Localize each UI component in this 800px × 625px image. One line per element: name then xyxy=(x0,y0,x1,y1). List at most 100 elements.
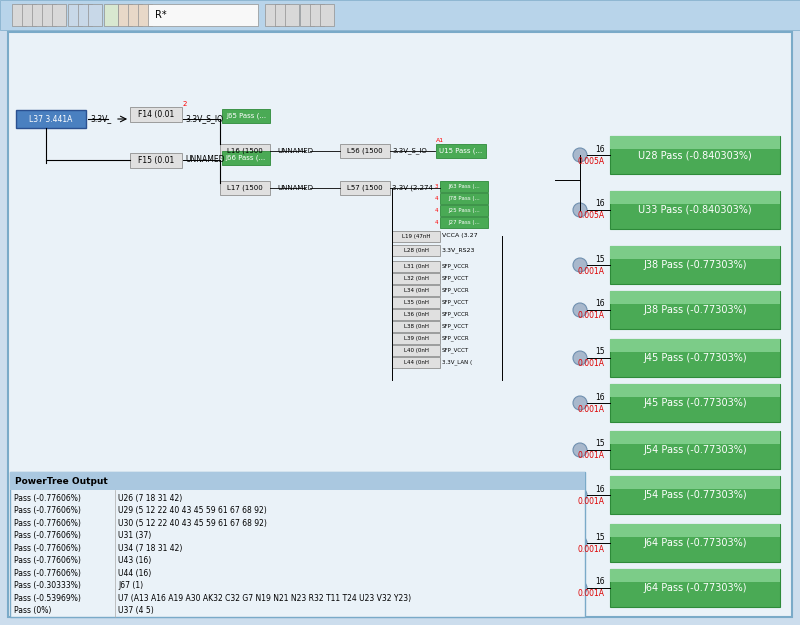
Circle shape xyxy=(573,258,587,272)
Text: 3.3V_RS23: 3.3V_RS23 xyxy=(442,247,475,253)
Bar xyxy=(610,246,780,284)
Bar xyxy=(0,0,800,30)
Bar xyxy=(340,181,390,195)
Bar xyxy=(392,321,440,332)
Text: L16 (1500: L16 (1500 xyxy=(227,148,263,154)
Bar xyxy=(392,297,440,308)
Text: PowerTree Output: PowerTree Output xyxy=(15,476,108,486)
Text: J67 (1): J67 (1) xyxy=(118,581,143,590)
Bar xyxy=(392,357,440,368)
Text: Pass (-0.53969%): Pass (-0.53969%) xyxy=(14,594,81,602)
Text: 3.3V_S_IO: 3.3V_S_IO xyxy=(392,148,426,154)
Bar xyxy=(138,4,152,26)
Circle shape xyxy=(573,581,587,595)
Text: Pass (-0.77606%): Pass (-0.77606%) xyxy=(14,544,81,552)
Bar xyxy=(52,4,66,26)
Bar xyxy=(340,144,390,158)
Circle shape xyxy=(573,351,587,365)
Bar xyxy=(265,4,279,26)
Text: 16: 16 xyxy=(595,144,605,154)
Bar xyxy=(610,569,780,582)
Text: U29 (5 12 22 40 43 45 59 61 67 68 92): U29 (5 12 22 40 43 45 59 61 67 68 92) xyxy=(118,506,266,515)
Text: J27 Pass (...: J27 Pass (... xyxy=(448,220,480,225)
Bar xyxy=(300,4,314,26)
Text: U43 (16): U43 (16) xyxy=(118,556,151,565)
Bar xyxy=(392,285,440,296)
Bar xyxy=(440,217,488,228)
Text: U26 (7 18 31 42): U26 (7 18 31 42) xyxy=(118,494,182,502)
Text: Pass (0%): Pass (0%) xyxy=(14,606,51,615)
Bar xyxy=(610,136,780,149)
Text: 2: 2 xyxy=(183,101,187,107)
Bar xyxy=(610,524,780,538)
Text: SFP_VCCT: SFP_VCCT xyxy=(442,347,469,353)
Bar xyxy=(610,246,780,259)
Text: 0.001A: 0.001A xyxy=(578,266,605,276)
Bar xyxy=(610,476,780,489)
Text: Pass (-0.77606%): Pass (-0.77606%) xyxy=(14,519,81,528)
Text: 4: 4 xyxy=(434,208,438,212)
Text: J54 Pass (-0.77303%): J54 Pass (-0.77303%) xyxy=(643,445,747,455)
Text: U28 Pass (-0.840303%): U28 Pass (-0.840303%) xyxy=(638,150,752,160)
Bar xyxy=(16,110,86,128)
Bar xyxy=(440,193,488,204)
Text: L57 (1500: L57 (1500 xyxy=(347,185,383,191)
Bar xyxy=(10,472,585,617)
Text: F14 (0.01: F14 (0.01 xyxy=(138,110,174,119)
Text: J64 Pass (-0.77303%): J64 Pass (-0.77303%) xyxy=(643,583,746,593)
Bar xyxy=(148,4,258,26)
Bar xyxy=(104,4,118,26)
Circle shape xyxy=(573,303,587,317)
Bar xyxy=(610,569,780,607)
Text: U15 Pass (...: U15 Pass (... xyxy=(439,148,482,154)
Text: Pass (-0.77606%): Pass (-0.77606%) xyxy=(14,556,81,565)
Circle shape xyxy=(573,396,587,410)
Text: 0.001A: 0.001A xyxy=(578,496,605,506)
Bar xyxy=(610,291,780,329)
Bar xyxy=(610,339,780,377)
Text: 4: 4 xyxy=(434,219,438,224)
Text: 16: 16 xyxy=(595,199,605,209)
Text: 0.001A: 0.001A xyxy=(578,359,605,369)
Text: J45 Pass (-0.77303%): J45 Pass (-0.77303%) xyxy=(643,398,747,408)
Bar xyxy=(610,291,780,304)
Text: 16: 16 xyxy=(595,484,605,494)
Text: U44 (16): U44 (16) xyxy=(118,569,151,578)
Text: SFP_VCCR: SFP_VCCR xyxy=(442,287,470,293)
Text: 3.3V (2.274: 3.3V (2.274 xyxy=(392,185,433,191)
Text: Pass (-0.77606%): Pass (-0.77606%) xyxy=(14,531,81,540)
Bar xyxy=(12,4,26,26)
Circle shape xyxy=(573,536,587,550)
Bar xyxy=(610,384,780,398)
Text: UNNAMED: UNNAMED xyxy=(277,148,313,154)
Text: L34 (0nH: L34 (0nH xyxy=(403,288,429,293)
Text: U37 (4 5): U37 (4 5) xyxy=(118,606,154,615)
Text: A1: A1 xyxy=(436,139,444,144)
Bar xyxy=(130,153,182,168)
Bar xyxy=(392,245,440,256)
Text: J25 Pass (...: J25 Pass (... xyxy=(448,208,480,213)
Text: L31 (0nH: L31 (0nH xyxy=(403,264,429,269)
Bar xyxy=(128,4,142,26)
Bar xyxy=(88,4,102,26)
Text: J64 Pass (-0.77303%): J64 Pass (-0.77303%) xyxy=(643,538,746,548)
Circle shape xyxy=(573,148,587,162)
Bar xyxy=(436,144,486,158)
Text: J45 Pass (-0.77303%): J45 Pass (-0.77303%) xyxy=(643,353,747,363)
Text: SFP_VCCR: SFP_VCCR xyxy=(442,335,470,341)
Text: SFP_VCCT: SFP_VCCT xyxy=(442,275,469,281)
Bar xyxy=(22,4,36,26)
Bar xyxy=(392,261,440,272)
Text: 3.3V_: 3.3V_ xyxy=(90,114,111,124)
Bar xyxy=(220,144,270,158)
Text: Pass (-0.30333%): Pass (-0.30333%) xyxy=(14,581,81,590)
Bar xyxy=(222,151,270,165)
Text: 3.3V_S_IO: 3.3V_S_IO xyxy=(185,114,223,124)
Text: U34 (7 18 31 42): U34 (7 18 31 42) xyxy=(118,544,182,552)
Text: J78 Pass (...: J78 Pass (... xyxy=(448,196,480,201)
Text: 0.005A: 0.005A xyxy=(578,156,605,166)
Text: U31 (37): U31 (37) xyxy=(118,531,151,540)
Text: L36 (0nH: L36 (0nH xyxy=(403,312,429,317)
Text: UNNAMED: UNNAMED xyxy=(277,185,313,191)
Bar xyxy=(118,4,132,26)
